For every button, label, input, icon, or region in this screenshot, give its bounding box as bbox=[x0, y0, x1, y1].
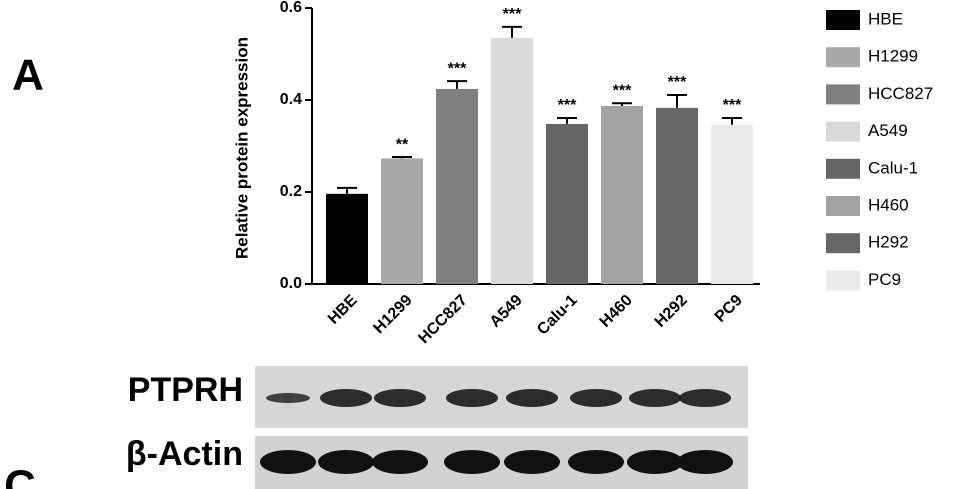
significance-label: *** bbox=[503, 6, 522, 23]
y-tick-label: 0.0 bbox=[280, 275, 302, 292]
legend-label: HBE bbox=[868, 9, 903, 28]
legend-label: HCC827 bbox=[868, 84, 933, 103]
band bbox=[444, 450, 500, 474]
y-tick-label: 0.6 bbox=[280, 0, 302, 16]
bar bbox=[601, 105, 643, 284]
x-tick-label: A549 bbox=[487, 292, 526, 331]
band bbox=[504, 450, 560, 474]
blot-label: PTPRH bbox=[128, 371, 243, 409]
significance-label: *** bbox=[613, 82, 632, 99]
significance-label: *** bbox=[448, 60, 467, 77]
significance-label: *** bbox=[723, 97, 742, 114]
band bbox=[679, 389, 731, 407]
legend-swatch bbox=[826, 196, 860, 216]
band bbox=[568, 450, 624, 474]
x-tick-label: H292 bbox=[652, 292, 691, 331]
band bbox=[446, 389, 498, 407]
significance-label: *** bbox=[558, 97, 577, 114]
x-tick-label: PC9 bbox=[712, 292, 746, 326]
panel-label: A bbox=[12, 51, 44, 100]
band bbox=[266, 393, 310, 403]
significance-label: *** bbox=[668, 74, 687, 91]
bar bbox=[711, 124, 753, 284]
legend-swatch bbox=[826, 121, 860, 142]
x-tick-label: H460 bbox=[597, 292, 636, 331]
legend-swatch bbox=[826, 47, 860, 68]
legend-label: PC9 bbox=[868, 270, 901, 289]
bar bbox=[656, 107, 698, 284]
band bbox=[627, 450, 683, 474]
legend-label: H460 bbox=[868, 195, 909, 214]
legend-swatch bbox=[826, 10, 860, 30]
band bbox=[320, 389, 372, 407]
legend-label: H1299 bbox=[868, 47, 918, 66]
band bbox=[677, 450, 733, 474]
x-tick-label: H1299 bbox=[370, 292, 415, 337]
bands bbox=[260, 389, 733, 474]
x-tick-label: HCC827 bbox=[415, 292, 470, 347]
legend-label: Calu-1 bbox=[868, 158, 918, 177]
legend-swatch bbox=[826, 84, 860, 105]
band bbox=[372, 450, 428, 474]
band bbox=[629, 389, 681, 407]
legend-label: H292 bbox=[868, 233, 909, 252]
band bbox=[374, 389, 426, 407]
band bbox=[506, 389, 558, 407]
band bbox=[570, 389, 622, 407]
bar bbox=[491, 37, 533, 285]
bar bbox=[436, 88, 478, 285]
x-tick-label: Calu-1 bbox=[534, 292, 581, 339]
legend-label: A549 bbox=[868, 121, 908, 140]
legend-swatch bbox=[826, 158, 860, 179]
x-tick-label: HBE bbox=[325, 292, 361, 328]
band bbox=[318, 450, 374, 474]
bar bbox=[326, 193, 368, 284]
significance-label: ** bbox=[396, 136, 409, 153]
bar bbox=[381, 158, 423, 284]
band bbox=[260, 450, 316, 474]
blot-label: β-Actin bbox=[126, 435, 243, 473]
y-axis-title: Relative protein expression bbox=[232, 37, 251, 259]
bar bbox=[546, 123, 588, 284]
y-tick-label: 0.4 bbox=[280, 91, 302, 108]
legend-swatch bbox=[826, 233, 860, 254]
y-tick-label: 0.2 bbox=[280, 183, 302, 200]
legend-swatch bbox=[826, 270, 860, 291]
panel-label: C bbox=[4, 462, 36, 489]
